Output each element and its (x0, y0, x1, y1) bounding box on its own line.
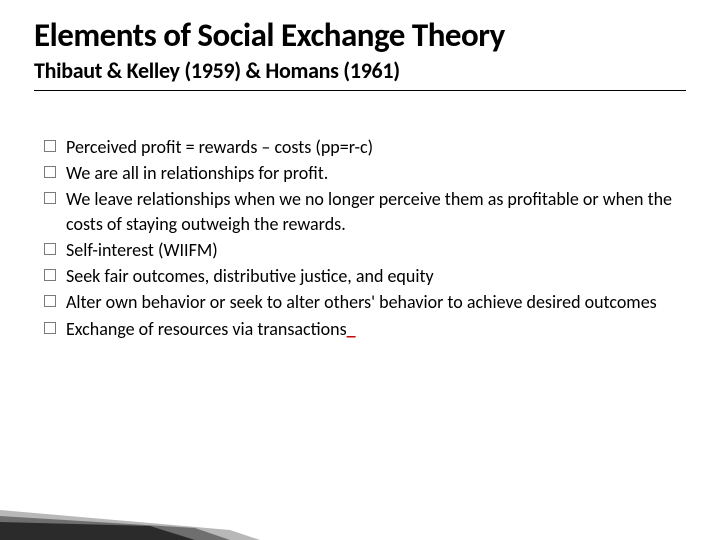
checkbox-icon (44, 140, 56, 152)
checkbox-icon (44, 295, 56, 307)
deco-dark (0, 522, 195, 540)
list-item-text: Exchange of resources via transactions_ (66, 317, 680, 341)
list-item-text: Seek fair outcomes, distributive justice… (66, 264, 680, 288)
list-item-text: Alter own behavior or seek to alter othe… (66, 290, 680, 314)
slide-subtitle: Thibaut & Kelley (1959) & Homans (1961) (34, 57, 686, 84)
list-item-text: We leave relationships when we no longer… (66, 187, 680, 236)
list-item: Alter own behavior or seek to alter othe… (44, 290, 680, 314)
deco-light (0, 510, 260, 540)
corner-decoration (0, 482, 260, 540)
checkbox-icon (44, 243, 56, 255)
list-item: We are all in relationships for profit. (44, 161, 680, 185)
list-item: Perceived profit = rewards – costs (pp=r… (44, 135, 680, 159)
list-item: Self-interest (WIIFM) (44, 238, 680, 262)
list-item: Seek fair outcomes, distributive justice… (44, 264, 680, 288)
list-item: Exchange of resources via transactions_ (44, 317, 680, 341)
body-text: Perceived profit = rewards – costs (pp=r… (34, 135, 686, 341)
deco-mid (0, 516, 230, 540)
checkbox-icon (44, 269, 56, 281)
slide: Elements of Social Exchange Theory Thiba… (0, 0, 720, 540)
title-underline (34, 90, 686, 91)
list-item-text: Perceived profit = rewards – costs (pp=r… (66, 135, 680, 159)
list-item-text-inner: Exchange of resources via transactions (66, 318, 347, 340)
text-cursor: _ (347, 318, 356, 340)
slide-title: Elements of Social Exchange Theory (34, 18, 686, 53)
list-item-text: We are all in relationships for profit. (66, 161, 680, 185)
list-item-text: Self-interest (WIIFM) (66, 238, 680, 262)
checkbox-icon (44, 322, 56, 334)
checkbox-icon (44, 192, 56, 204)
checkbox-icon (44, 166, 56, 178)
list-item: We leave relationships when we no longer… (44, 187, 680, 236)
